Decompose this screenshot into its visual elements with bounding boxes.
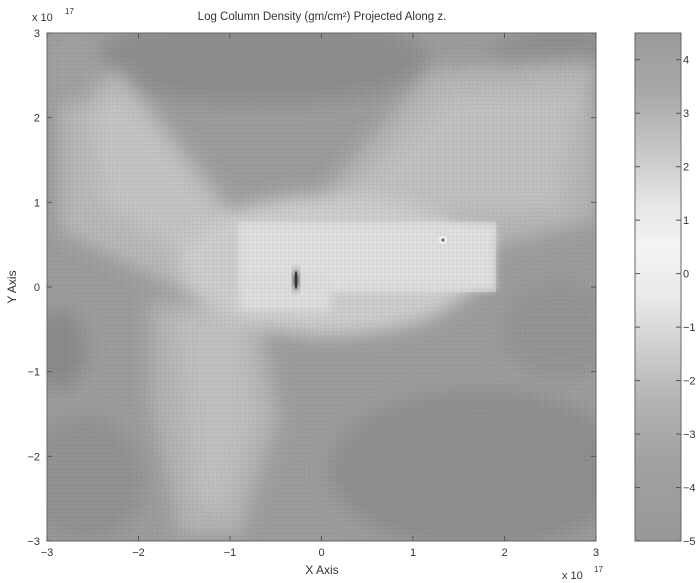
- y-tick-label: 0: [34, 282, 40, 294]
- y-tick-label: 2: [34, 113, 40, 125]
- x-axis-exponent-power: 17: [594, 565, 603, 574]
- y-axis-exponent-power: 17: [65, 7, 74, 16]
- x-tick-label: 3: [593, 547, 599, 559]
- x-tick-label: −2: [132, 547, 145, 559]
- x-axis-label: X Axis: [305, 563, 338, 577]
- colorbar-ticks: 4 3 2 1 0 −1 −2 −3 −4 −5: [635, 55, 696, 548]
- colorbar-tick-label: −3: [683, 429, 696, 441]
- x-tick-label: −1: [224, 547, 237, 559]
- x-axis-ticks: −3 −2 −1 0 1 2 3: [41, 33, 599, 559]
- x-tick-label: −3: [41, 547, 54, 559]
- x-axis-exponent: x 10: [562, 570, 583, 582]
- colorbar-tick-label: −1: [683, 322, 696, 334]
- colorbar-tick-label: 1: [683, 215, 689, 227]
- x-tick-label: 1: [410, 547, 416, 559]
- colorbar-tick-label: −5: [683, 536, 696, 548]
- heatmap-image: [47, 33, 596, 541]
- y-tick-label: 1: [34, 197, 40, 209]
- y-tick-label: 3: [34, 28, 40, 40]
- colorbar-tick-label: −2: [683, 376, 696, 388]
- y-axis-exponent: x 10: [32, 12, 53, 24]
- y-tick-label: −3: [27, 536, 40, 548]
- x-tick-label: 2: [501, 547, 507, 559]
- y-tick-label: −2: [27, 451, 40, 463]
- colorbar-tick-label: 3: [683, 108, 689, 120]
- colorbar-tick-label: 0: [683, 269, 689, 281]
- colorbar-tick-label: −4: [683, 483, 696, 495]
- colorbar-tick-label: 2: [683, 162, 689, 174]
- y-tick-label: −1: [27, 367, 40, 379]
- y-axis-ticks: −3 −2 −1 0 1 2 3: [27, 28, 596, 548]
- colorbar-tick-label: 4: [683, 55, 689, 67]
- y-axis-label: Y Axis: [5, 270, 19, 303]
- colorbar: [634, 32, 682, 542]
- chart-title: Log Column Density (gm/cm²) Projected Al…: [198, 11, 447, 23]
- x-tick-label: 0: [318, 547, 324, 559]
